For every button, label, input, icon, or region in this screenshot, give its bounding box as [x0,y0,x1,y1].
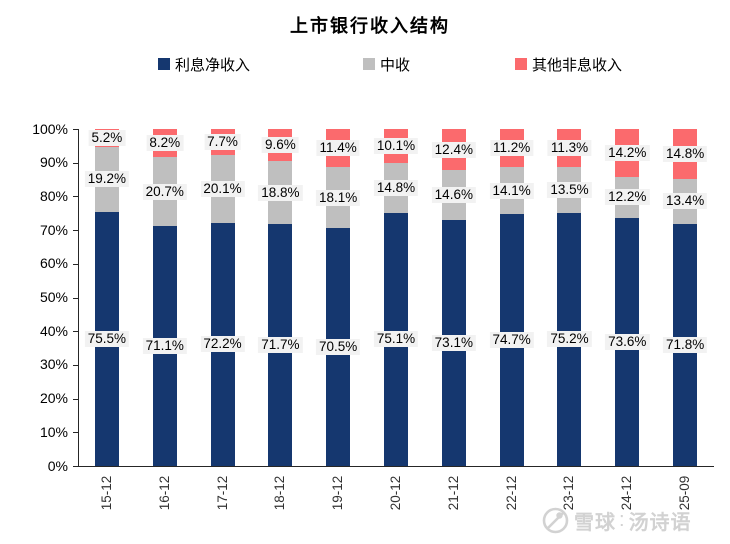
y-tick-mark [73,398,78,400]
bar-data-label-other-noninterest-income: 11.2% [489,139,534,156]
bar-data-label-net-interest-income: 75.2% [547,331,592,348]
y-tick-label: 40% [39,322,68,339]
bar-data-label-fee-income: 13.5% [547,181,592,198]
bar-data-label-fee-income: 20.7% [142,183,187,200]
legend-item-net-interest-income: 利息净收入 [158,56,251,74]
bar-data-label-other-noninterest-income: 14.2% [605,144,650,161]
x-axis-label: 20-12 [388,475,403,511]
y-tick-label: 10% [39,423,68,440]
x-axis-label: 19-12 [330,475,346,511]
legend-item-fee-income: 中收 [363,56,411,74]
legend-item-other-noninterest-income: 其他非息收入 [515,56,623,74]
bar-data-label-fee-income: 14.8% [373,179,419,196]
bar-data-label-net-interest-income: 75.1% [373,331,419,348]
bar-data-label-net-interest-income: 73.6% [605,333,650,350]
watermark-user: 汤诗语 [628,512,692,534]
y-tick-label: 30% [39,356,68,373]
x-axis [78,466,714,467]
y-tick-mark [73,331,78,333]
bar-data-label-net-interest-income: 70.5% [316,339,361,356]
bar-data-label-net-interest-income: 73.1% [431,334,476,351]
bar-data-label-net-interest-income: 72.2% [200,336,245,353]
watermark-site: 雪球 [574,512,616,534]
y-tick-label: 100% [32,120,68,137]
bar-data-label-other-noninterest-income: 11.4% [316,140,360,157]
bar-data-label-other-noninterest-income: 12.4% [431,141,476,158]
legend-swatch-other-noninterest-income [515,58,527,70]
bar-data-label-other-noninterest-income: 8.2% [146,134,184,151]
legend-label-net-interest-income: 利息净收入 [175,56,251,74]
bar-data-label-other-noninterest-income: 11.3% [547,140,592,157]
y-tick-mark [73,466,78,467]
bar-data-label-fee-income: 13.4% [662,193,708,210]
watermark-separator: : [619,509,626,531]
x-axis-label: 22-12 [503,475,519,511]
y-tick-label: 0% [47,457,68,474]
y-tick-mark [73,364,78,366]
bar-data-label-other-noninterest-income: 14.8% [662,145,708,162]
bar-data-label-other-noninterest-income: 7.7% [204,133,241,150]
y-tick-label: 50% [39,289,68,305]
y-tick-mark [73,129,78,130]
bar-data-label-other-noninterest-income: 5.2% [88,130,126,147]
y-tick-label: 90% [39,154,68,171]
y-tick-label: 20% [39,390,68,407]
bar-data-label-fee-income: 12.2% [605,189,650,206]
bar-data-label-fee-income: 18.1% [316,189,361,206]
y-tick-label: 80% [39,187,68,204]
bar-data-label-fee-income: 18.8% [258,184,303,201]
bar-data-label-fee-income: 14.6% [431,187,476,204]
y-tick-mark [73,162,78,164]
legend-swatch-net-interest-income [158,58,170,70]
y-axis [78,129,79,467]
bar-data-label-fee-income: 20.1% [200,180,245,197]
bar-data-label-fee-income: 14.1% [489,182,534,199]
y-tick-mark [73,196,78,198]
chart-title: 上市银行收入结构 [290,16,450,36]
y-tick-label: 70% [39,221,68,238]
y-tick-mark [73,263,78,265]
legend-label-fee-income: 中收 [380,56,411,74]
y-tick-label: 60% [39,255,68,272]
y-tick-mark [73,230,78,232]
xueqiu-logo-icon [542,507,569,534]
bar-data-label-net-interest-income: 74.7% [489,332,534,349]
y-tick-mark [73,432,78,434]
bar-data-label-fee-income: 19.2% [84,171,130,188]
legend-label-other-noninterest-income: 其他非息收入 [532,56,623,74]
bar-data-label-other-noninterest-income: 9.6% [261,136,299,153]
x-axis-label: 21-12 [445,475,461,511]
bar-data-label-net-interest-income: 75.5% [84,330,130,347]
bar-data-label-net-interest-income: 71.1% [142,338,187,355]
bar-data-label-net-interest-income: 71.7% [258,337,303,354]
x-axis-label: 16-12 [156,475,172,511]
x-axis-label: 17-12 [214,475,230,511]
bar-data-label-net-interest-income: 71.8% [662,337,708,354]
x-axis-label: 15-12 [98,475,114,511]
x-axis-label: 18-12 [272,475,288,511]
y-tick-mark [73,297,78,299]
bar-data-label-other-noninterest-income: 10.1% [373,138,419,155]
legend-swatch-fee-income [363,58,375,70]
watermark: 雪球 : 汤诗语 [542,506,692,535]
